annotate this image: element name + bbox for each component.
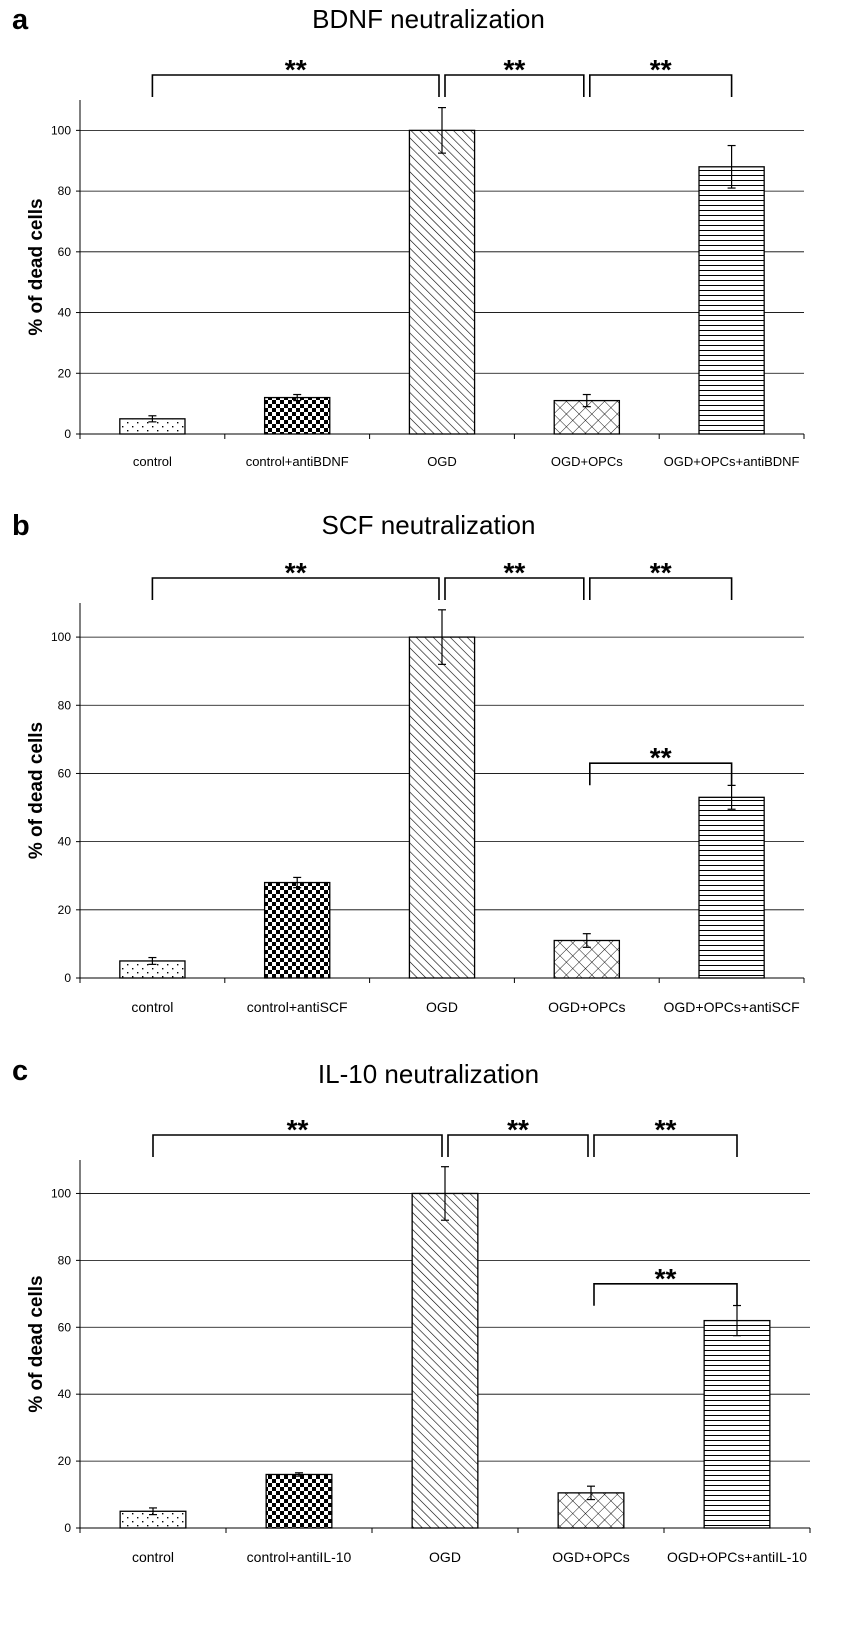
chart-title: SCF neutralization (321, 510, 536, 540)
x-category-label: OGD (427, 454, 457, 469)
panel-b: b SCF neutralization 0 20 40 60 80 100 % of de… (0, 510, 857, 1055)
y-tick-label: 100 (51, 1186, 71, 1200)
panel-letter: b (12, 510, 30, 542)
bar-control-antiil-10 (265, 1473, 333, 1529)
x-category-label: control+antiBDNF (246, 454, 349, 469)
significance-label: ** (504, 54, 526, 85)
bar-chart-bdnf: 0 20 40 60 80 100 % of dead cells control contro… (26, 54, 805, 469)
bar-control-antiscf (263, 881, 331, 979)
bracket-line (589, 762, 733, 786)
x-category-label: OGD (429, 1549, 461, 1565)
y-tick-label: 0 (64, 1521, 71, 1535)
y-tick-label: 20 (58, 903, 72, 917)
significance-label: ** (285, 557, 307, 588)
significance-label: ** (285, 54, 307, 85)
bar-control-antibdnf (263, 396, 331, 435)
y-tick-label: 40 (58, 306, 72, 320)
bracket-line (593, 1282, 738, 1306)
bracket-line (152, 1134, 443, 1157)
bar-chart-il10: 0 20 40 60 80 100 % of dead cells control contro… (26, 1114, 811, 1565)
significance-label: ** (507, 1114, 529, 1145)
significance-bracket: ** (593, 1114, 738, 1157)
bar-chart-scf: 0 20 40 60 80 100 % of dead cells control contro… (26, 557, 805, 1015)
y-tick-label: 100 (51, 630, 71, 644)
x-category-label: OGD+OPCs+antiBDNF (664, 454, 800, 469)
panel-letter: a (12, 4, 29, 36)
chart-title: IL-10 neutralization (317, 1059, 540, 1089)
x-category-label: control (133, 454, 172, 469)
bracket-line (444, 74, 585, 97)
x-category-label: OGD+OPCs+antiIL-10 (667, 1549, 807, 1565)
significance-bracket: ** (444, 557, 585, 600)
y-tick-label: 100 (51, 123, 71, 137)
bar-ogd-opcs-antiil-10 (703, 1319, 771, 1529)
x-category-label: OGD (426, 999, 458, 1015)
panel-a: a BDNF neutralization 0 20 40 60 80 100 % of d… (0, 0, 857, 510)
x-category-label: control+antiSCF (247, 999, 348, 1015)
x-category-label: OGD+OPCs (552, 1549, 629, 1565)
bracket-line (151, 74, 440, 97)
x-category-label: OGD+OPCs+antiSCF (664, 999, 800, 1015)
y-tick-label: 0 (64, 427, 71, 441)
significance-bracket: ** (151, 54, 440, 97)
y-tick-label: 20 (58, 1454, 72, 1468)
bar-ogd (411, 1192, 479, 1529)
y-tick-label: 60 (58, 766, 72, 780)
bracket-line (447, 1134, 589, 1157)
significance-bracket: ** (151, 557, 440, 600)
chart-title: BDNF neutralization (312, 4, 545, 34)
significance-bracket: ** (589, 557, 733, 600)
significance-bracket: ** (589, 742, 733, 786)
bracket-line (589, 577, 733, 600)
bracket-line (444, 577, 585, 600)
significance-bracket: ** (589, 54, 733, 97)
y-axis-label: % of dead cells (26, 198, 47, 335)
panel-letter: c (12, 1055, 29, 1087)
x-category-label: OGD+OPCs (551, 454, 623, 469)
y-tick-label: 40 (58, 1387, 72, 1401)
y-tick-label: 0 (64, 971, 71, 985)
y-tick-label: 60 (58, 245, 72, 259)
significance-label: ** (650, 557, 672, 588)
significance-bracket: ** (593, 1263, 738, 1306)
y-tick-label: 40 (58, 835, 72, 849)
x-category-label: control (131, 999, 173, 1015)
significance-bracket: ** (444, 54, 585, 97)
bracket-line (589, 74, 733, 97)
bar-ogd-opcs-antibdnf (698, 166, 765, 435)
y-tick-label: 80 (58, 698, 72, 712)
bar-ogd (408, 129, 476, 435)
significance-bracket: ** (152, 1114, 443, 1157)
y-tick-label: 80 (58, 1253, 72, 1267)
significance-label: ** (650, 54, 672, 85)
significance-label: ** (650, 742, 672, 773)
x-category-label: control (132, 1549, 174, 1565)
y-axis-label: % of dead cells (26, 722, 47, 859)
bar-ogd (408, 636, 476, 979)
significance-label: ** (287, 1114, 309, 1145)
bar-ogd-opcs-antiscf (698, 796, 765, 979)
panel-c: c IL-10 neutralization 0 20 40 60 80 100 % of … (0, 1055, 857, 1640)
significance-bracket: ** (447, 1114, 589, 1157)
significance-label: ** (655, 1114, 677, 1145)
bracket-line (151, 577, 440, 600)
y-axis-label: % of dead cells (26, 1275, 47, 1412)
y-tick-label: 20 (58, 366, 72, 380)
significance-label: ** (655, 1263, 677, 1294)
bracket-line (593, 1134, 738, 1157)
y-tick-label: 80 (58, 184, 72, 198)
significance-label: ** (504, 557, 526, 588)
y-tick-label: 60 (58, 1320, 72, 1334)
x-category-label: control+antiIL-10 (247, 1549, 352, 1565)
x-category-label: OGD+OPCs (548, 999, 625, 1015)
